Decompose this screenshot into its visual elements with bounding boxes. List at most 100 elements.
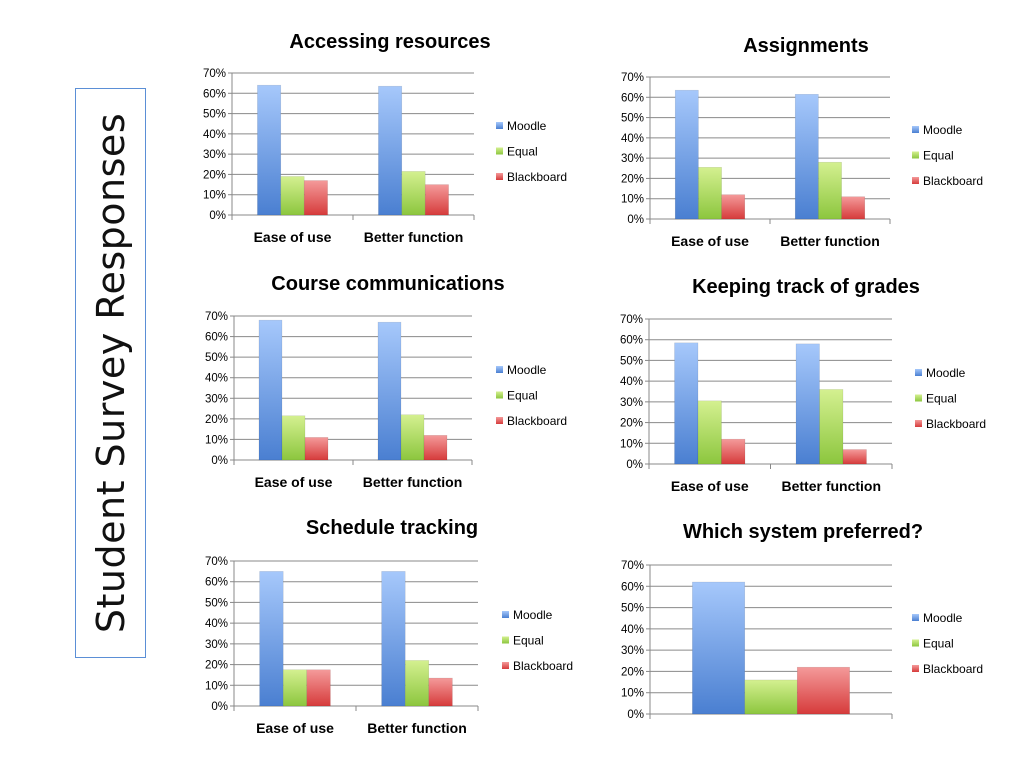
chart-which-system-preferred: 0% 10% 20% 30% 40% 50% 60% 70% Moodle Equal Blackb… — [621, 560, 983, 721]
y-tick-label: 60% — [203, 88, 226, 100]
legend-label-moodle: Moodle — [923, 611, 963, 625]
y-tick-label: 0% — [211, 701, 228, 713]
y-tick-label: 0% — [627, 709, 644, 721]
y-tick-label: 70% — [205, 311, 228, 323]
bar-moodle-better-function — [381, 571, 406, 707]
bar-blackboard — [796, 666, 850, 715]
legend-label-equal: Equal — [513, 634, 544, 648]
legend-swatch-equal — [915, 394, 922, 402]
bar-blackboard-better-function — [423, 435, 448, 461]
legend-swatch-equal — [496, 147, 503, 155]
y-tick-label: 30% — [621, 645, 644, 657]
y-tick-label: 40% — [621, 624, 644, 636]
legend-swatch-moodle — [915, 369, 922, 376]
y-tick-label: 20% — [620, 418, 643, 430]
y-tick-label: 30% — [620, 397, 643, 409]
legend-swatch-blackboard — [502, 662, 509, 669]
category-label: Better function — [367, 720, 467, 736]
chart-title-keeping-track-of-grades: Keeping track of grades — [692, 276, 920, 298]
bar-moodle-better-function — [795, 343, 820, 465]
bar-blackboard-ease-of-use — [721, 194, 746, 220]
legend-label-blackboard: Blackboard — [926, 417, 986, 431]
bar-moodle — [692, 581, 746, 715]
y-tick-label: 60% — [205, 577, 228, 589]
chart-assignments: 0% 10% 20% 30% 40% 50% 60% 70% Ease of use Better… — [621, 72, 983, 249]
legend-label-equal: Equal — [507, 389, 538, 403]
bar-moodle-better-function — [378, 85, 403, 216]
legend-swatch-moodle — [912, 126, 919, 133]
y-tick-label: 40% — [205, 618, 228, 630]
y-tick-label: 10% — [205, 434, 228, 446]
y-tick-label: 60% — [205, 332, 228, 344]
legend-label-equal: Equal — [923, 637, 954, 651]
y-tick-label: 40% — [203, 129, 226, 141]
category-label: Better function — [363, 474, 463, 490]
bar-blackboard-better-function — [428, 677, 453, 707]
chart-title-course-communications: Course communications — [271, 273, 505, 295]
y-tick-label: 70% — [621, 72, 644, 84]
legend-label-blackboard: Blackboard — [507, 170, 567, 184]
legend-label-equal: Equal — [926, 392, 957, 406]
chart-course-communications: 0% 10% 20% 30% 40% 50% 60% 70% Ease of use Better… — [205, 311, 567, 490]
legend-swatch-blackboard — [912, 665, 919, 672]
category-label: Ease of use — [256, 720, 334, 736]
y-tick-label: 20% — [203, 169, 226, 181]
y-tick-label: 30% — [621, 153, 644, 165]
bar-moodle-ease-of-use — [257, 84, 282, 216]
chart-title-schedule-tracking: Schedule tracking — [305, 517, 479, 539]
legend-swatch-equal — [912, 151, 919, 159]
y-tick-label: 10% — [621, 194, 644, 206]
category-label: Ease of use — [254, 229, 332, 245]
y-tick-label: 30% — [203, 149, 226, 161]
y-tick-label: 0% — [211, 455, 228, 467]
bar-equal-ease-of-use — [698, 167, 722, 220]
bar-equal-ease-of-use — [280, 176, 305, 216]
legend-swatch-blackboard — [496, 173, 503, 180]
y-tick-label: 50% — [205, 352, 228, 364]
legend-label-moodle: Moodle — [923, 123, 963, 137]
y-tick-label: 20% — [205, 660, 228, 672]
bar-equal — [744, 679, 798, 715]
category-label: Better function — [364, 229, 464, 245]
legend-label-moodle: Moodle — [926, 366, 966, 380]
legend-label-blackboard: Blackboard — [923, 662, 983, 676]
y-tick-label: 70% — [621, 560, 644, 572]
y-tick-label: 0% — [209, 210, 226, 222]
bar-blackboard-better-function — [424, 184, 449, 216]
bar-blackboard-ease-of-use — [306, 669, 331, 707]
legend-swatch-moodle — [496, 366, 503, 373]
bar-equal-better-function — [401, 171, 426, 216]
bar-equal-ease-of-use — [282, 669, 308, 707]
bar-moodle-ease-of-use — [259, 571, 284, 707]
chart-accessing-resources: 0% 10% 20% 30% 40% 50% 60% 70% Ease of use Better… — [203, 68, 567, 245]
legend-swatch-blackboard — [496, 417, 503, 424]
legend-swatch-equal — [502, 636, 509, 644]
legend-label-blackboard: Blackboard — [513, 659, 573, 673]
bar-equal-better-function — [400, 414, 425, 461]
y-tick-label: 70% — [620, 314, 643, 326]
y-tick-label: 50% — [621, 603, 644, 615]
y-tick-label: 50% — [205, 597, 228, 609]
bar-equal-better-function — [818, 161, 842, 220]
y-tick-label: 70% — [205, 556, 228, 568]
bar-moodle-better-function — [794, 93, 819, 220]
legend-label-moodle: Moodle — [507, 119, 547, 133]
y-tick-label: 60% — [621, 581, 644, 593]
category-label: Ease of use — [671, 233, 749, 249]
legend-label-blackboard: Blackboard — [923, 174, 983, 188]
chart-schedule-tracking: 0% 10% 20% 30% 40% 50% 60% 70% Ease of use Better… — [205, 556, 573, 736]
bar-equal-better-function — [819, 389, 844, 465]
chart-keeping-track-of-grades: 0% 10% 20% 30% 40% 50% 60% 70% Ease of use Better… — [620, 314, 986, 494]
bar-blackboard-better-function — [842, 449, 867, 465]
legend-label-moodle: Moodle — [513, 608, 553, 622]
bar-moodle-ease-of-use — [258, 319, 283, 461]
y-tick-label: 10% — [620, 438, 643, 450]
bar-blackboard-ease-of-use — [721, 438, 746, 465]
legend-label-equal: Equal — [923, 149, 954, 163]
category-label: Better function — [780, 233, 880, 249]
category-label: Better function — [781, 478, 881, 494]
legend-swatch-moodle — [502, 611, 509, 618]
y-tick-label: 50% — [621, 113, 644, 125]
y-tick-label: 0% — [627, 214, 644, 226]
side-title-box: Student Survey Responses — [75, 88, 146, 658]
